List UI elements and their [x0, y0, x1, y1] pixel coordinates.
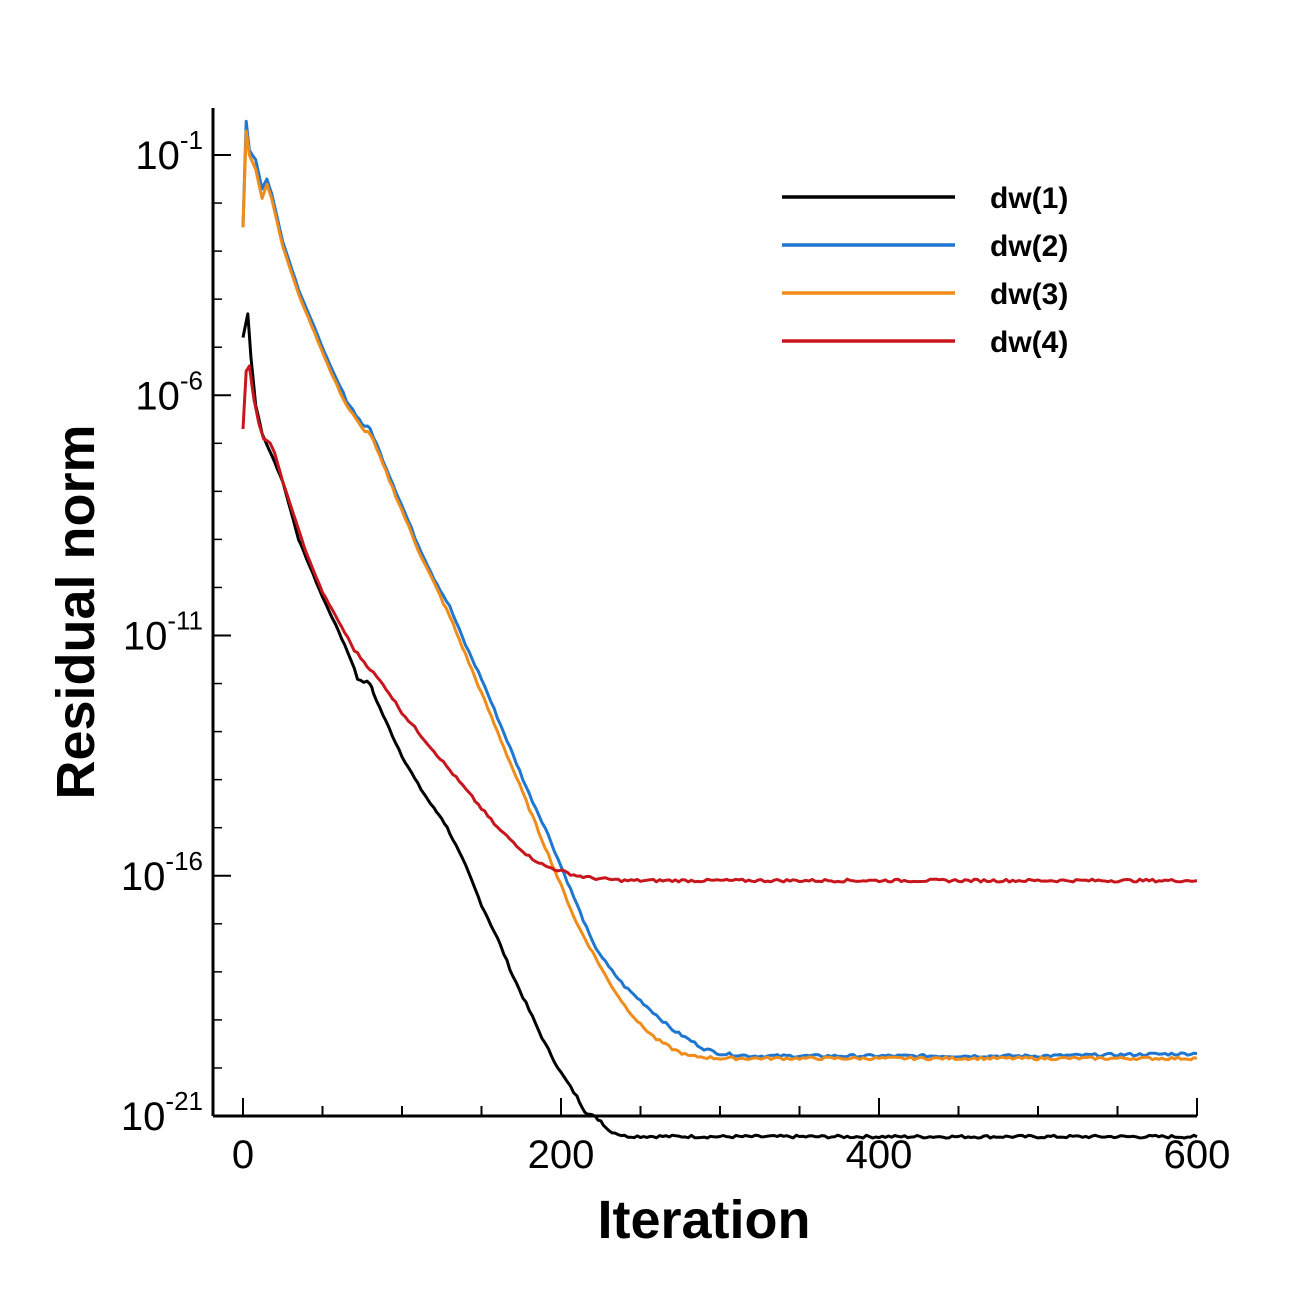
x-tick-label: 0	[232, 1133, 254, 1177]
series-line-1	[241, 312, 1198, 1140]
legend-label-3: dw(3)	[990, 278, 1068, 311]
axes	[211, 108, 1197, 1118]
series-layer	[241, 119, 1198, 1140]
x-tick-label: 600	[1164, 1133, 1231, 1177]
y-axis-title: Residual norm	[46, 424, 106, 799]
series-line-4	[241, 364, 1198, 884]
series-line-3	[241, 129, 1198, 1062]
x-axis-title: Iteration	[597, 1190, 810, 1250]
series-line-2	[241, 119, 1198, 1059]
legend-label-2: dw(2)	[990, 230, 1068, 263]
y-tick-label: 10-16	[121, 846, 203, 899]
y-tick-label: 10-11	[123, 606, 203, 659]
y-tick-label: 10-1	[135, 125, 203, 178]
y-tick-label: 10-21	[121, 1086, 203, 1139]
legend: dw(1) dw(2) dw(3) dw(4)	[782, 182, 1068, 359]
x-tick-label: 400	[846, 1133, 913, 1177]
legend-label-1: dw(1)	[990, 182, 1068, 215]
legend-label-4: dw(4)	[990, 326, 1068, 359]
y-tick-label: 10-6	[135, 365, 203, 418]
x-tick-label: 200	[528, 1133, 595, 1177]
ticks-layer: 0 200 400 600 10-1 10-6 10-11 10-16 10-21	[121, 125, 1230, 1177]
